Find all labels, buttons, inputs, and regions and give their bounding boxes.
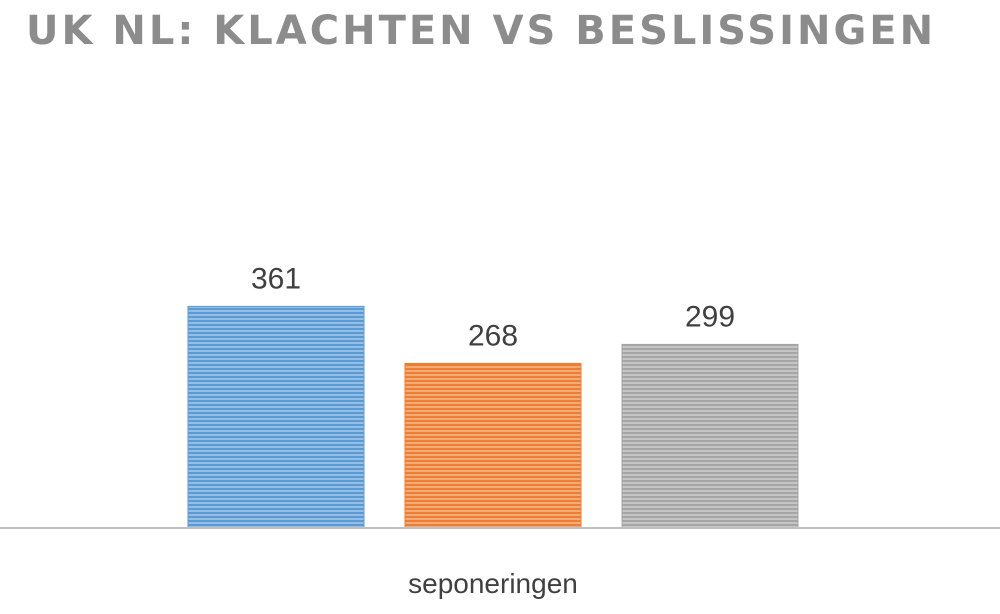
data-label-series-1: 361	[251, 262, 301, 295]
bars-layer	[187, 305, 799, 529]
category-label: seponeringen	[408, 568, 578, 599]
data-label-series-3: 299	[685, 300, 735, 333]
bar-series-3	[621, 343, 799, 529]
labels-layer: 361 268 299 seponeringen	[251, 262, 735, 599]
data-label-series-2: 268	[468, 319, 518, 352]
bar-series-2	[404, 362, 582, 529]
bar-series-1	[187, 305, 365, 529]
chart-title: UK NL: KLACHTEN VS BESLISSINGEN	[26, 8, 937, 54]
